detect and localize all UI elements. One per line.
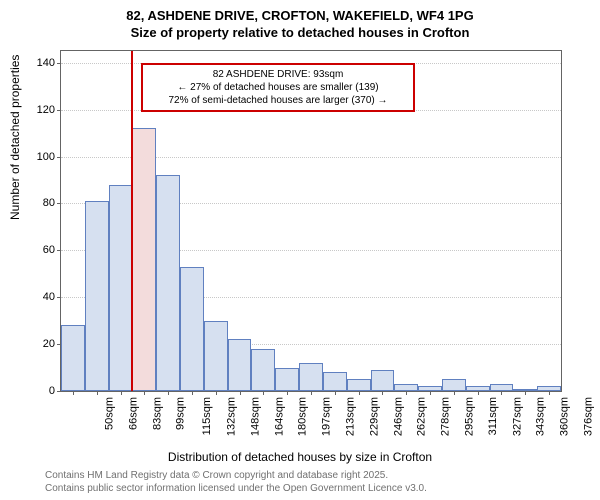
y-tick-label: 0 (49, 385, 55, 397)
y-tick-label: 60 (43, 244, 55, 256)
x-tick-label: 132sqm (226, 397, 238, 436)
x-tick-label: 115sqm (201, 397, 213, 435)
y-tick-mark (57, 110, 61, 111)
x-tick-label: 66sqm (127, 397, 139, 430)
x-axis-title: Distribution of detached houses by size … (0, 450, 600, 464)
footer-line-2: Contains public sector information licen… (45, 483, 427, 496)
x-tick-mark (430, 391, 431, 395)
y-tick-mark (57, 157, 61, 158)
x-tick-mark (287, 391, 288, 395)
footer-note: Contains HM Land Registry data © Crown c… (45, 470, 427, 495)
x-tick-label: 376sqm (583, 397, 595, 436)
annotation-box: 82 ASHDENE DRIVE: 93sqm ← 27% of detache… (141, 63, 415, 112)
x-tick-label: 360sqm (559, 397, 571, 436)
x-tick-label: 262sqm (416, 397, 428, 436)
x-tick-mark (525, 391, 526, 395)
x-tick-mark (478, 391, 479, 395)
x-tick-label: 99sqm (175, 397, 187, 430)
histogram-bar (61, 325, 85, 391)
histogram-bar (132, 128, 156, 391)
x-tick-label: 343sqm (535, 397, 547, 436)
x-tick-label: 311sqm (487, 397, 499, 435)
annotation-line-1: 82 ASHDENE DRIVE: 93sqm (149, 68, 407, 81)
histogram-bar (371, 370, 395, 391)
histogram-bar (275, 368, 299, 391)
y-tick-mark (57, 297, 61, 298)
histogram-bar (204, 321, 228, 391)
x-tick-label: 213sqm (345, 397, 357, 436)
x-tick-mark (73, 391, 74, 395)
x-tick-mark (263, 391, 264, 395)
y-tick-label: 100 (37, 151, 55, 163)
x-tick-mark (192, 391, 193, 395)
x-tick-mark (311, 391, 312, 395)
x-tick-label: 327sqm (511, 397, 523, 436)
x-tick-label: 246sqm (392, 397, 404, 436)
y-tick-label: 80 (43, 197, 55, 209)
x-tick-mark (549, 391, 550, 395)
histogram-bar (323, 372, 347, 391)
y-tick-mark (57, 250, 61, 251)
histogram-bar (109, 185, 133, 391)
x-tick-mark (216, 391, 217, 395)
histogram-bar (394, 384, 418, 391)
histogram-bar (251, 349, 275, 391)
annotation-line-2: ← 27% of detached houses are smaller (13… (149, 81, 407, 94)
histogram-bar (490, 384, 514, 391)
x-tick-label: 83sqm (151, 397, 163, 430)
x-tick-mark (144, 391, 145, 395)
histogram-bar (85, 201, 109, 391)
x-tick-label: 50sqm (103, 397, 115, 430)
x-tick-mark (454, 391, 455, 395)
x-tick-label: 295sqm (464, 397, 476, 436)
histogram-bar (442, 379, 466, 391)
footer-line-1: Contains HM Land Registry data © Crown c… (45, 470, 427, 483)
chart-title-main: 82, ASHDENE DRIVE, CROFTON, WAKEFIELD, W… (0, 0, 600, 23)
chart-title-sub: Size of property relative to detached ho… (0, 23, 600, 40)
y-tick-mark (57, 63, 61, 64)
x-tick-mark (335, 391, 336, 395)
x-tick-mark (359, 391, 360, 395)
x-tick-label: 278sqm (440, 397, 452, 436)
x-tick-label: 164sqm (273, 397, 285, 436)
y-tick-mark (57, 203, 61, 204)
histogram-bar (299, 363, 323, 391)
y-tick-label: 140 (37, 57, 55, 69)
y-tick-mark (57, 391, 61, 392)
x-tick-mark (501, 391, 502, 395)
annotation-line-3: 72% of semi-detached houses are larger (… (149, 94, 407, 107)
x-tick-mark (168, 391, 169, 395)
histogram-bar (156, 175, 180, 391)
x-tick-mark (406, 391, 407, 395)
x-tick-mark (382, 391, 383, 395)
y-tick-label: 40 (43, 291, 55, 303)
x-tick-mark (240, 391, 241, 395)
x-tick-mark (121, 391, 122, 395)
y-axis-title: Number of detached properties (8, 55, 22, 220)
histogram-bar (347, 379, 371, 391)
x-tick-label: 180sqm (297, 397, 309, 436)
x-tick-mark (97, 391, 98, 395)
histogram-bar (228, 339, 252, 391)
y-tick-label: 120 (37, 104, 55, 116)
plot-area: 02040608010012014050sqm66sqm83sqm99sqm11… (60, 50, 562, 392)
histogram-chart: 82, ASHDENE DRIVE, CROFTON, WAKEFIELD, W… (0, 0, 600, 500)
x-tick-label: 148sqm (249, 397, 261, 436)
histogram-bar (180, 267, 204, 391)
x-tick-label: 197sqm (321, 397, 333, 436)
y-tick-label: 20 (43, 338, 55, 350)
x-tick-label: 229sqm (368, 397, 380, 436)
marker-line (131, 51, 133, 391)
